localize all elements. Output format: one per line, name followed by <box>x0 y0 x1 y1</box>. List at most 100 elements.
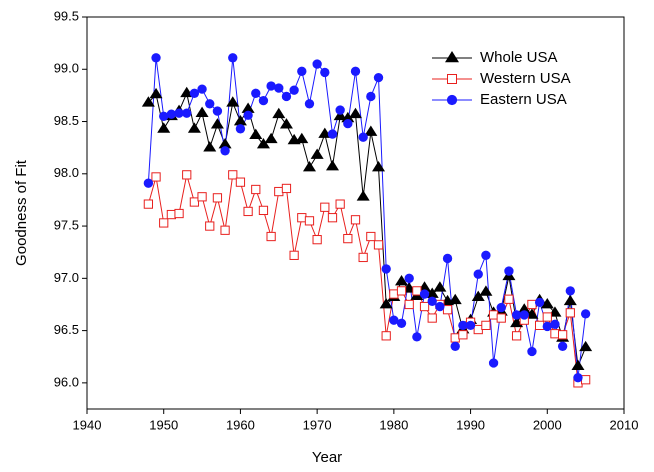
marker <box>471 290 485 301</box>
marker <box>580 309 591 319</box>
marker <box>335 105 345 115</box>
marker <box>488 310 499 320</box>
marker <box>243 206 253 217</box>
marker <box>233 115 247 126</box>
marker <box>274 186 284 197</box>
marker <box>542 312 552 322</box>
x-tick-label: 1940 <box>73 417 102 432</box>
marker <box>310 148 324 159</box>
marker <box>479 285 493 296</box>
marker <box>174 208 184 219</box>
marker <box>557 341 568 351</box>
marker <box>458 320 468 331</box>
marker <box>356 190 370 201</box>
marker <box>433 281 447 292</box>
marker <box>496 313 506 323</box>
marker <box>143 178 154 188</box>
marker <box>189 197 200 207</box>
legend-label: Western USA <box>480 70 571 87</box>
marker <box>542 321 552 332</box>
legend-label: Whole USA <box>480 49 558 66</box>
marker <box>427 296 437 307</box>
marker <box>327 129 338 139</box>
marker <box>279 118 293 129</box>
marker <box>197 192 207 202</box>
marker <box>258 95 269 106</box>
marker <box>235 177 246 187</box>
marker <box>404 273 414 284</box>
marker <box>450 341 460 351</box>
marker <box>381 331 391 341</box>
marker <box>504 294 514 304</box>
marker <box>511 331 522 341</box>
marker <box>166 209 177 220</box>
marker <box>488 358 499 368</box>
marker <box>435 301 445 312</box>
marker <box>581 375 591 385</box>
marker <box>373 72 384 83</box>
marker <box>304 216 315 226</box>
marker <box>396 318 407 328</box>
legend-label: Eastern USA <box>480 91 567 108</box>
marker <box>350 215 361 225</box>
marker <box>364 125 378 136</box>
marker <box>266 231 276 242</box>
marker <box>327 213 338 223</box>
y-axis-label: Goodness of Fit <box>13 159 30 266</box>
plot-frame <box>86 16 625 410</box>
marker <box>281 91 292 102</box>
marker <box>343 118 353 129</box>
marker <box>427 313 437 323</box>
marker <box>419 301 430 312</box>
marker <box>174 108 184 118</box>
marker <box>297 213 307 223</box>
y-tick-label: 96.5 <box>54 322 79 337</box>
marker <box>343 233 353 244</box>
marker <box>218 138 232 149</box>
marker <box>473 324 483 335</box>
marker <box>565 286 575 296</box>
x-tick-label: 1970 <box>303 417 332 432</box>
marker <box>419 289 430 299</box>
x-tick-label: 1960 <box>226 417 255 432</box>
marker <box>396 286 407 296</box>
marker <box>220 225 230 235</box>
y-tick-label: 99.0 <box>54 61 79 76</box>
marker <box>274 83 284 93</box>
marker <box>446 94 458 106</box>
y-tick-label: 97.0 <box>54 270 79 285</box>
series-line <box>147 173 586 384</box>
marker <box>182 170 192 180</box>
marker <box>251 88 261 98</box>
marker <box>281 183 292 194</box>
marker <box>389 289 399 299</box>
marker <box>341 111 355 123</box>
marker <box>235 124 246 134</box>
marker <box>289 250 299 260</box>
marker <box>243 110 253 120</box>
marker <box>228 170 238 180</box>
marker <box>266 81 276 91</box>
marker <box>249 128 263 139</box>
marker <box>448 293 462 305</box>
marker <box>256 138 270 149</box>
marker <box>571 359 585 370</box>
marker <box>349 107 362 119</box>
marker <box>241 102 255 113</box>
x-tick-label: 1990 <box>456 417 485 432</box>
marker <box>540 297 554 309</box>
marker <box>272 107 286 119</box>
marker <box>325 159 339 171</box>
marker <box>320 202 330 212</box>
marker <box>320 67 330 78</box>
marker <box>350 66 361 77</box>
marker <box>379 297 393 309</box>
marker <box>412 332 422 342</box>
marker <box>358 132 368 142</box>
marker <box>151 53 161 63</box>
marker <box>366 91 376 102</box>
marker <box>187 122 201 133</box>
marker <box>517 303 531 314</box>
marker <box>442 305 453 315</box>
